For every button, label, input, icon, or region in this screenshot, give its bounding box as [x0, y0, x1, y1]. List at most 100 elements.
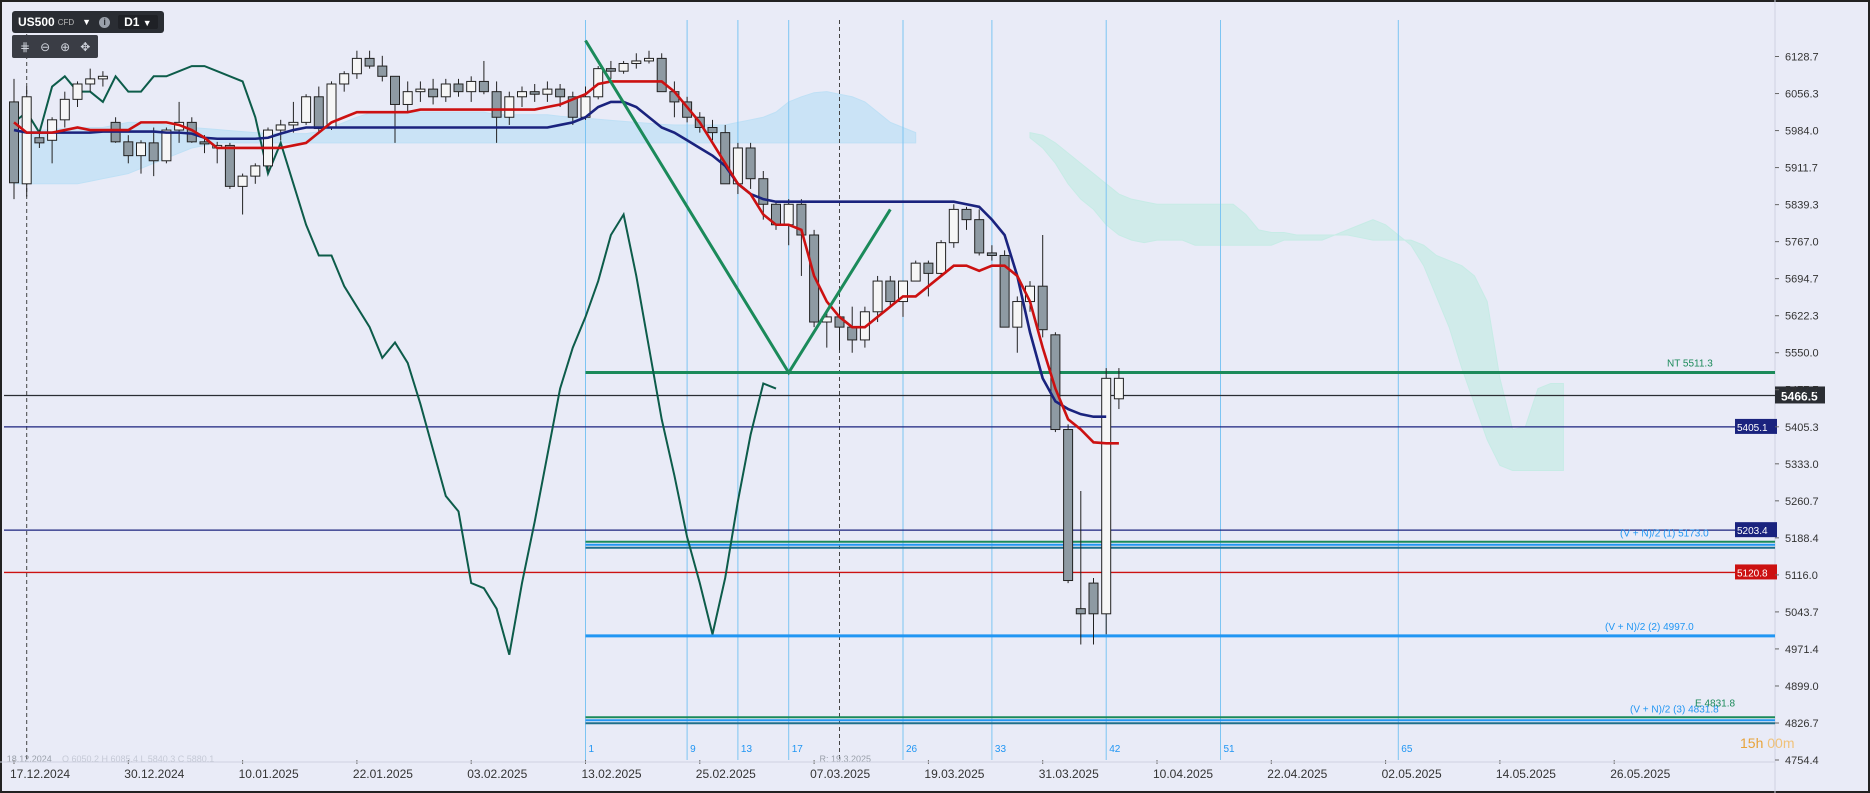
timeframe-label: D1: [124, 15, 140, 29]
candle-body: [529, 91, 540, 95]
x-tick-label: 02.05.2025: [1382, 767, 1442, 781]
candle-body: [415, 88, 426, 93]
candle-body: [72, 83, 83, 100]
x-tick-label: 25.02.2025: [696, 767, 756, 781]
candle-body: [999, 254, 1010, 328]
candle-body: [161, 129, 172, 162]
cycle-label: 17: [792, 744, 804, 755]
x-tick-label: 10.04.2025: [1153, 767, 1213, 781]
y-tick-label: 5260.7: [1785, 496, 1819, 508]
cycle-label: 9: [690, 744, 696, 755]
x-tick-label: 17.12.2024: [10, 767, 70, 781]
y-tick-label: 5477.7: [1785, 385, 1819, 397]
candle-body: [1012, 301, 1023, 328]
candle-body: [9, 101, 19, 184]
y-tick-label: 4899.0: [1785, 681, 1819, 693]
move-icon[interactable]: ✥: [80, 39, 91, 54]
ohlc-readout: O 6050.2 H 6085.4 L 5840.3 C 5880.1: [62, 754, 214, 764]
candle-body: [453, 83, 464, 93]
level-tag: [1735, 418, 1777, 434]
y-tick-label: 5622.3: [1785, 311, 1819, 323]
candle-body: [491, 91, 502, 118]
y-tick-label: 5188.4: [1785, 533, 1819, 545]
candle-body: [237, 175, 248, 187]
y-tick-label: 4971.4: [1785, 644, 1819, 656]
y-tick-label: 5043.7: [1785, 607, 1819, 619]
candle-body: [390, 75, 400, 105]
y-tick-label: 5694.7: [1785, 274, 1819, 286]
y-tick-label: 5984.0: [1785, 126, 1819, 138]
candle-body: [1101, 377, 1112, 615]
candle-body: [796, 203, 807, 236]
candle-body: [466, 80, 477, 93]
candle-body: [961, 208, 972, 221]
current-price-label: 5466.5: [1781, 389, 1818, 403]
crosshair-icon[interactable]: ⋕: [20, 39, 31, 54]
x-tick-label: 31.03.2025: [1039, 767, 1099, 781]
y-tick-label: 5767.0: [1785, 237, 1819, 249]
cycle-label: 1: [589, 744, 595, 755]
candle-body: [1088, 582, 1099, 615]
candle-body: [136, 142, 146, 157]
x-tick-label: 07.03.2025: [810, 767, 870, 781]
cycle-label: 13: [741, 744, 753, 755]
candle-body: [440, 83, 451, 98]
candle-body: [631, 60, 642, 65]
candle-body: [542, 88, 553, 95]
ichimoku-cloud-green: [1029, 132, 1564, 471]
candle-body: [275, 124, 286, 131]
cycle-label: 42: [1109, 744, 1121, 755]
chart-tools: ⋕ ⊖ ⊕ ✥: [12, 35, 99, 58]
candle-body: [682, 101, 693, 118]
candle-body: [885, 280, 896, 303]
candle-body: [745, 147, 756, 180]
candle-body: [428, 88, 439, 98]
e-target-label: E 4831.8: [1695, 698, 1735, 709]
tenkan-sen-line: [13, 80, 1119, 445]
info-icon[interactable]: i: [99, 16, 111, 28]
candle-body: [364, 57, 375, 67]
candle-body: [224, 144, 235, 187]
timer-minutes: 00m: [1767, 735, 1795, 751]
candle-body: [313, 96, 324, 130]
candle-body: [47, 119, 58, 141]
wave-zigzag-line: [584, 39, 892, 376]
y-tick-label: 5550.0: [1785, 348, 1819, 360]
candle-body: [199, 141, 210, 145]
candle-body: [605, 68, 616, 72]
x-tick-label: 13.02.2025: [582, 767, 642, 781]
candle-body: [59, 98, 70, 121]
timer-hours: 15h: [1740, 735, 1764, 751]
zoom-out-icon[interactable]: ⊖: [40, 39, 51, 54]
x-tick-label: 22.04.2025: [1267, 767, 1327, 781]
candle-body: [707, 126, 718, 134]
zoom-in-icon[interactable]: ⊕: [60, 39, 71, 54]
candle-body: [123, 141, 134, 157]
level-tag-label: 5120.8: [1737, 568, 1768, 579]
x-tick-label: 10.01.2025: [239, 767, 299, 781]
symbol-dropdown-icon[interactable]: ▼: [82, 17, 92, 27]
band-label: (V + N)/2 (3) 4831.8: [1630, 704, 1719, 715]
symbol-name[interactable]: US500: [18, 15, 55, 29]
candle-body: [758, 178, 769, 205]
x-tick-label: 03.02.2025: [467, 767, 527, 781]
chikou-span-line: [13, 65, 777, 656]
candle-body: [478, 80, 489, 93]
level-tag: [1735, 564, 1777, 580]
y-tick-label: 6128.7: [1785, 51, 1819, 63]
y-tick-label: 5405.3: [1785, 422, 1819, 434]
timeframe-dropdown-icon[interactable]: ▼: [142, 18, 152, 28]
candle-body: [1063, 429, 1074, 582]
candle-body: [872, 280, 883, 313]
candle-body: [377, 65, 388, 77]
x-tick-label: 19.03.2025: [924, 767, 984, 781]
candle-body: [974, 219, 985, 254]
x-tick-label: 26.05.2025: [1610, 767, 1670, 781]
timeframe-select[interactable]: D1 ▼: [118, 15, 158, 29]
level-tag: [1735, 522, 1777, 538]
cycle-label: 51: [1224, 744, 1236, 755]
candle-timer: 15h 00m: [1740, 735, 1794, 751]
candle-body: [644, 57, 654, 62]
candle-body: [1075, 608, 1086, 615]
